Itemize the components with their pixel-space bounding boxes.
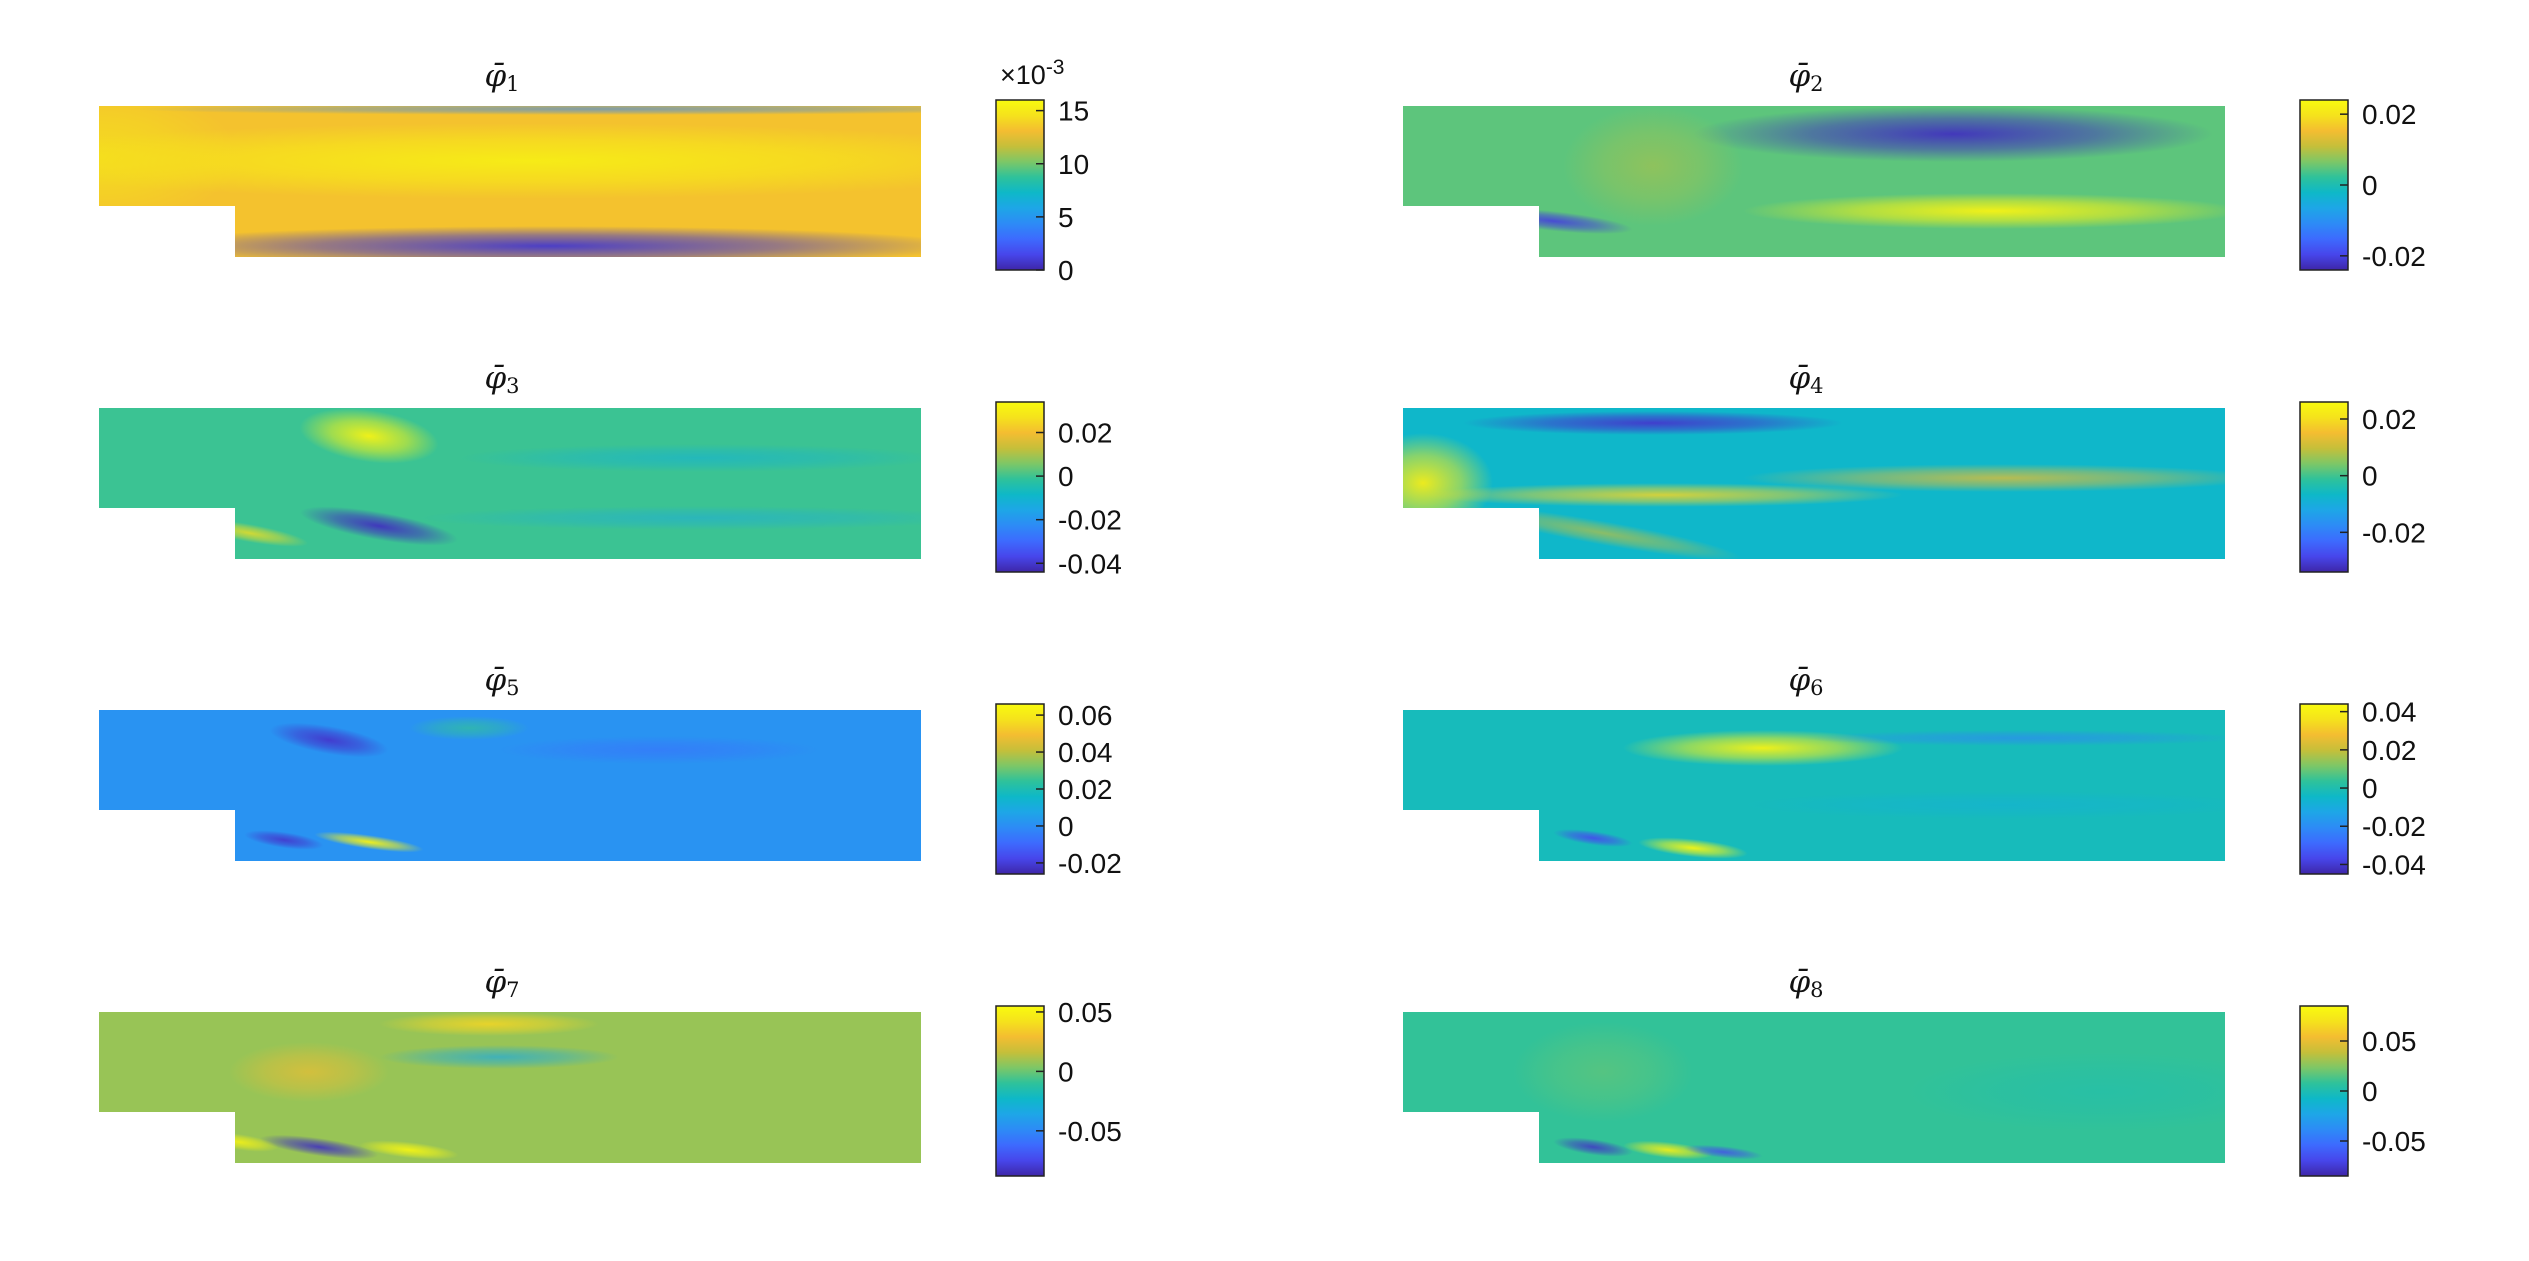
field-structure bbox=[379, 1012, 599, 1036]
panel-title: φ̄6 bbox=[1788, 662, 1823, 700]
field-structure bbox=[499, 736, 819, 764]
panel-title: φ̄5 bbox=[484, 662, 519, 700]
colorbar-tick-label: 0 bbox=[1058, 1056, 1074, 1087]
colorbar bbox=[2299, 401, 2349, 573]
colorbar-tick-label: 0 bbox=[2362, 461, 2378, 492]
mode-panel: φ̄1 15 10 5 0 ×10-3 bbox=[99, 56, 1089, 286]
colorbar-tick-label: 0.02 bbox=[1058, 418, 1113, 449]
field-structure bbox=[314, 831, 424, 853]
field-structure bbox=[379, 1045, 619, 1069]
colorbar-tick-label: 0.04 bbox=[1058, 737, 1113, 768]
field-structure bbox=[129, 226, 921, 257]
colorbar-tick-label: 0 bbox=[1058, 461, 1074, 492]
field-structure bbox=[1743, 193, 2225, 229]
field-background bbox=[99, 408, 921, 559]
field-structure bbox=[1683, 1144, 1763, 1160]
field-structure bbox=[419, 506, 921, 530]
mode-panel: φ̄8 0.05 0 -0.05 bbox=[1403, 964, 2426, 1177]
field-structure bbox=[259, 1134, 379, 1160]
colorbar-tick-label: 0 bbox=[2362, 773, 2378, 804]
field-structure bbox=[1423, 483, 1903, 507]
colorbar-tick-label: -0.04 bbox=[2362, 849, 2426, 880]
colorbar-tick-label: 0.02 bbox=[2362, 735, 2417, 766]
colorbar-tick-label: -0.05 bbox=[1058, 1116, 1122, 1147]
colorbar-tick-label: 0 bbox=[1058, 255, 1074, 286]
field-structure bbox=[300, 506, 458, 546]
colorbar-tick-label: -0.04 bbox=[1058, 548, 1122, 579]
field-structure bbox=[409, 716, 529, 740]
mode-field bbox=[99, 106, 921, 257]
mode-field bbox=[99, 408, 921, 559]
field-structure bbox=[99, 106, 239, 226]
field-structure bbox=[1638, 837, 1748, 859]
mode-field bbox=[1403, 408, 2225, 559]
field-structure bbox=[1563, 106, 1743, 226]
field-structure bbox=[1463, 411, 1843, 435]
panel-title: φ̄4 bbox=[1788, 360, 1823, 398]
field-structure bbox=[459, 444, 921, 472]
field-structure bbox=[1553, 1137, 1633, 1157]
colorbar-tick-label: -0.02 bbox=[2362, 517, 2426, 548]
colorbar-tick-label: 15 bbox=[1058, 96, 1089, 127]
field-structure bbox=[244, 830, 324, 850]
colorbar-tick-label: 5 bbox=[1058, 202, 1074, 233]
mode-field bbox=[1403, 106, 2225, 257]
field-structure bbox=[1403, 433, 1493, 533]
colorbar-tick-label: 0.02 bbox=[2362, 404, 2417, 435]
field-structure bbox=[1743, 791, 2225, 819]
colorbar-tick-label: -0.02 bbox=[1058, 505, 1122, 536]
field-structure bbox=[1903, 1052, 2225, 1132]
colorbar bbox=[995, 1005, 1045, 1177]
colorbar-tick-label: 0.02 bbox=[2362, 99, 2417, 130]
field-structure bbox=[1743, 464, 2225, 492]
colorbar-exponent: ×10-3 bbox=[1000, 56, 1065, 90]
panel-title: φ̄8 bbox=[1788, 964, 1823, 1002]
mode-panel: φ̄2 0.02 0 -0.02 bbox=[1403, 58, 2426, 272]
mode-panel: φ̄7 0.05 0 -0.05 bbox=[99, 964, 1122, 1177]
field-structure bbox=[99, 123, 921, 199]
panel-title: φ̄3 bbox=[484, 360, 519, 398]
colorbar-tick-label: 0 bbox=[1058, 811, 1074, 842]
field-structure bbox=[299, 408, 439, 464]
mode-panel: φ̄5 0.06 0.04 0.02 0 -0.02 bbox=[99, 662, 1122, 879]
field-structure bbox=[229, 1042, 389, 1102]
panels: φ̄1 15 10 5 0 ×10-3 φ̄2 0.02 0 -0.02 φ̄3 0.02 0 -0.02… bbox=[99, 56, 2426, 1177]
field-structure bbox=[1803, 730, 2225, 746]
mode-field bbox=[99, 710, 921, 861]
colorbar bbox=[995, 99, 1045, 271]
mode-panel: φ̄6 0.04 0.02 0 -0.02 -0.04 bbox=[1403, 662, 2426, 880]
colorbar-tick-label: 0 bbox=[2362, 1076, 2378, 1107]
field-structure bbox=[1513, 1022, 1693, 1122]
field-structure bbox=[359, 1140, 459, 1160]
colorbar-tick-label: 10 bbox=[1058, 149, 1089, 180]
mode-panel: φ̄4 0.02 0 -0.02 bbox=[1403, 360, 2426, 573]
colorbar-tick-label: 0.05 bbox=[1058, 997, 1113, 1028]
field-structure bbox=[269, 722, 389, 758]
field-structure bbox=[1553, 829, 1633, 847]
field-structure bbox=[129, 106, 921, 115]
panel-title: φ̄2 bbox=[1788, 58, 1823, 96]
colorbar-tick-label: 0.04 bbox=[2362, 697, 2417, 728]
colorbar-tick-label: 0.05 bbox=[2362, 1026, 2417, 1057]
colorbar-tick-label: -0.02 bbox=[1058, 848, 1122, 879]
colorbar bbox=[2299, 703, 2349, 875]
mode-field bbox=[99, 1012, 921, 1163]
colorbar-tick-label: 0 bbox=[2362, 170, 2378, 201]
field-structure bbox=[1693, 106, 2213, 162]
mode-panel: φ̄3 0.02 0 -0.02 -0.04 bbox=[99, 360, 1122, 579]
colorbar-tick-label: -0.02 bbox=[2362, 811, 2426, 842]
mode-field bbox=[1403, 710, 2225, 861]
colorbar-tick-label: 0.06 bbox=[1058, 700, 1113, 731]
colorbar-tick-label: -0.02 bbox=[2362, 241, 2426, 272]
colorbar-tick-label: -0.05 bbox=[2362, 1126, 2426, 1157]
colorbar bbox=[995, 401, 1045, 573]
mode-field bbox=[1403, 1012, 2225, 1163]
panel-title: φ̄1 bbox=[484, 58, 519, 96]
panel-title: φ̄7 bbox=[484, 964, 519, 1002]
colorbar-tick-label: 0.02 bbox=[1058, 774, 1113, 805]
